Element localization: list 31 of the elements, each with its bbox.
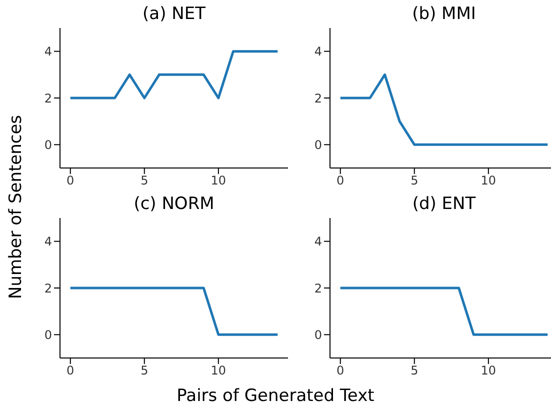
x-tick-label: 10 bbox=[480, 174, 496, 188]
line-series bbox=[339, 73, 549, 146]
x-tick-label: 5 bbox=[140, 174, 148, 188]
chart-title: (c) NORM bbox=[132, 194, 216, 214]
x-axis-title: Pairs of Generated Text bbox=[176, 386, 376, 406]
x-tick-label: 10 bbox=[480, 364, 496, 378]
x-tick-label: 0 bbox=[66, 174, 74, 188]
y-tick-label: 0 bbox=[314, 328, 322, 342]
x-tick-label: 10 bbox=[210, 364, 226, 378]
x-tick-label: 5 bbox=[140, 364, 148, 378]
y-axis-title: Number of Sentences bbox=[6, 114, 26, 300]
y-tick-label: 0 bbox=[44, 138, 52, 152]
x-tick-label: 10 bbox=[210, 174, 226, 188]
x-tick-label: 5 bbox=[410, 364, 418, 378]
y-tick-label: 2 bbox=[44, 91, 52, 106]
y-tick-label: 0 bbox=[44, 328, 52, 342]
chart-title: (a) NET bbox=[142, 4, 206, 24]
y-tick-label: 2 bbox=[44, 281, 52, 296]
y-tick-label: 4 bbox=[44, 234, 52, 249]
x-tick-label: 0 bbox=[336, 364, 344, 378]
x-tick-label: 5 bbox=[410, 174, 418, 188]
x-tick-label: 0 bbox=[336, 174, 344, 188]
y-tick-label: 2 bbox=[314, 91, 322, 106]
y-tick-label: 4 bbox=[44, 44, 52, 59]
y-tick-label: 2 bbox=[314, 281, 322, 296]
chart-title: (b) MMI bbox=[411, 4, 477, 24]
chart-title: (d) ENT bbox=[411, 194, 477, 214]
y-tick-label: 0 bbox=[314, 138, 322, 152]
y-tick-label: 4 bbox=[314, 234, 322, 249]
x-tick-label: 0 bbox=[66, 364, 74, 378]
y-tick-label: 4 bbox=[314, 44, 322, 59]
